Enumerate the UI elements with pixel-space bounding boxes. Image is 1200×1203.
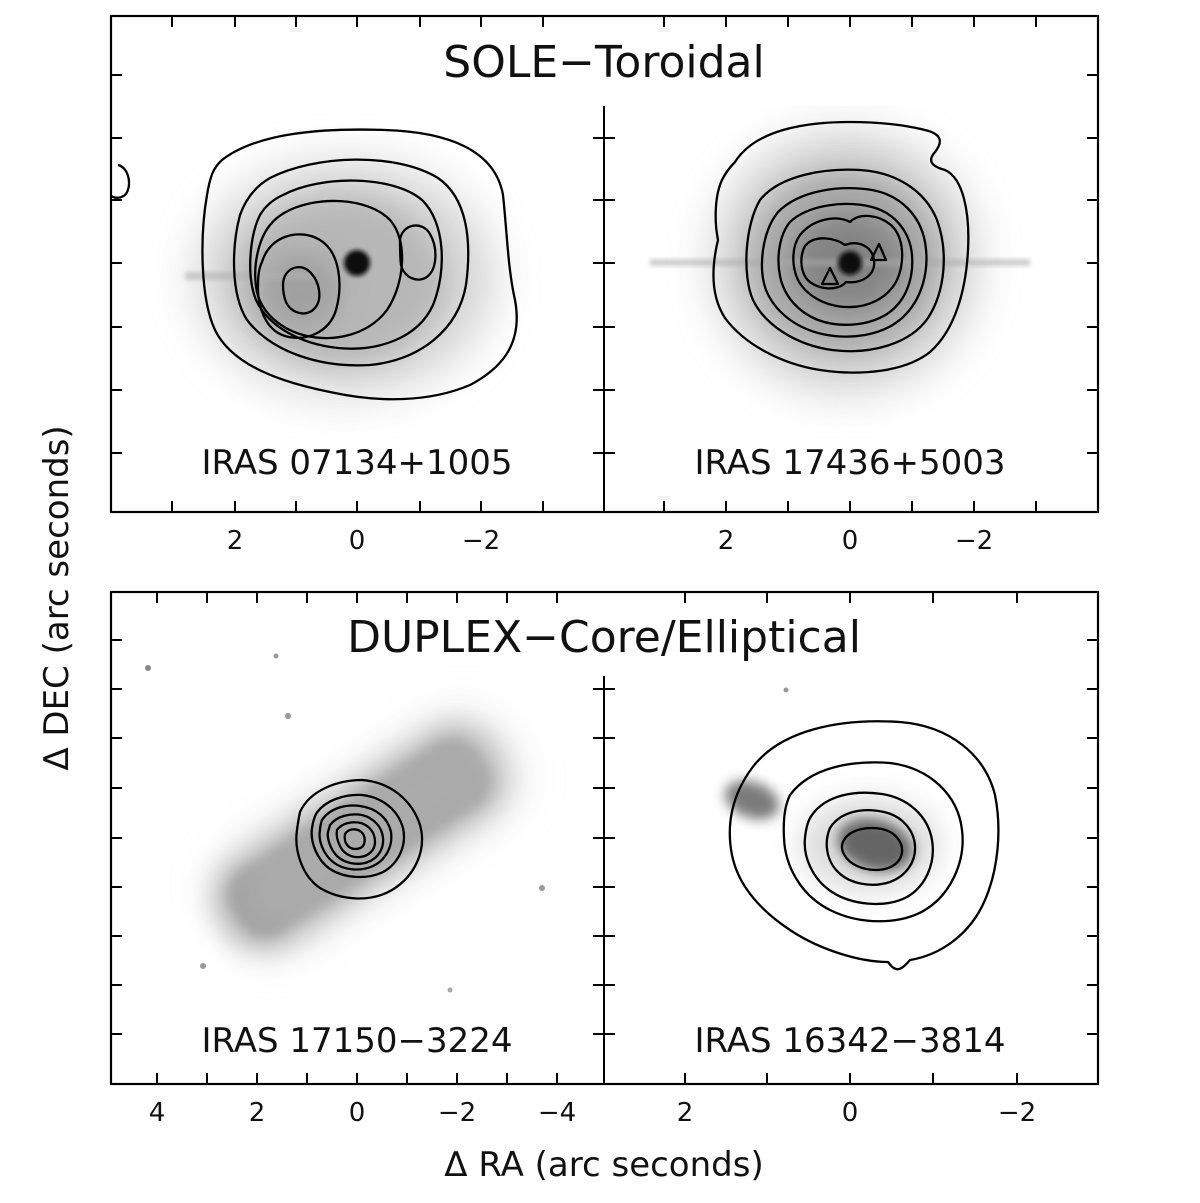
x-tick-label: 2 <box>677 1098 694 1128</box>
x-tick-label: −2 <box>462 526 500 556</box>
y-axis-label: Δ DEC (arc seconds) <box>37 425 77 770</box>
x-tick-label: 0 <box>842 526 859 556</box>
x-tick-label: −2 <box>955 526 993 556</box>
x-tick-label: 0 <box>349 1098 366 1128</box>
x-axis-label: Δ RA (arc seconds) <box>444 1145 763 1185</box>
panel-iras-17436: IRAS 17436+5003 <box>650 120 1030 483</box>
panel-group-sole-toroidal: SOLE−Toroidal IRAS 0 <box>109 14 1100 514</box>
x-tick-label: −2 <box>998 1098 1036 1128</box>
panel-4-contours <box>728 720 1000 971</box>
x-tick-label: 0 <box>349 526 366 556</box>
x-tick-label: 4 <box>149 1098 166 1128</box>
panel-2-contours <box>712 120 970 374</box>
x-tick-label: 2 <box>718 526 735 556</box>
panel-2-label: IRAS 17436+5003 <box>694 443 1005 483</box>
panel-1-image <box>185 160 495 396</box>
bottom-x-tick-labels: 4 2 0 −2 −4 2 0 −2 <box>149 1098 1036 1128</box>
axis-ticks <box>111 16 1098 1084</box>
top-x-tick-labels: 2 0 −2 2 0 −2 <box>227 526 993 556</box>
panel-3-contours <box>295 778 424 900</box>
panel-3-image <box>145 653 545 993</box>
panel-3-label: IRAS 17150−3224 <box>201 1021 512 1061</box>
x-tick-label: 2 <box>227 526 244 556</box>
x-tick-label: 0 <box>842 1098 859 1128</box>
panel-iras-17150: IRAS 17150−3224 <box>145 653 545 1061</box>
x-tick-label: −4 <box>538 1098 576 1128</box>
bottom-group-title: DUPLEX−Core/Elliptical <box>347 612 861 663</box>
panel-2-image <box>650 130 1030 395</box>
panel-1-label: IRAS 07134+1005 <box>201 443 512 483</box>
panel-4-label: IRAS 16342−3814 <box>694 1021 1005 1061</box>
panel-1-contours <box>111 128 518 401</box>
x-tick-label: 2 <box>249 1098 266 1128</box>
top-group-title: SOLE−Toroidal <box>443 37 764 88</box>
x-tick-label: −2 <box>438 1098 476 1128</box>
panel-iras-07134: IRAS 07134+1005 <box>111 128 518 483</box>
panel-iras-16342: IRAS 16342−3814 <box>694 687 1006 1061</box>
